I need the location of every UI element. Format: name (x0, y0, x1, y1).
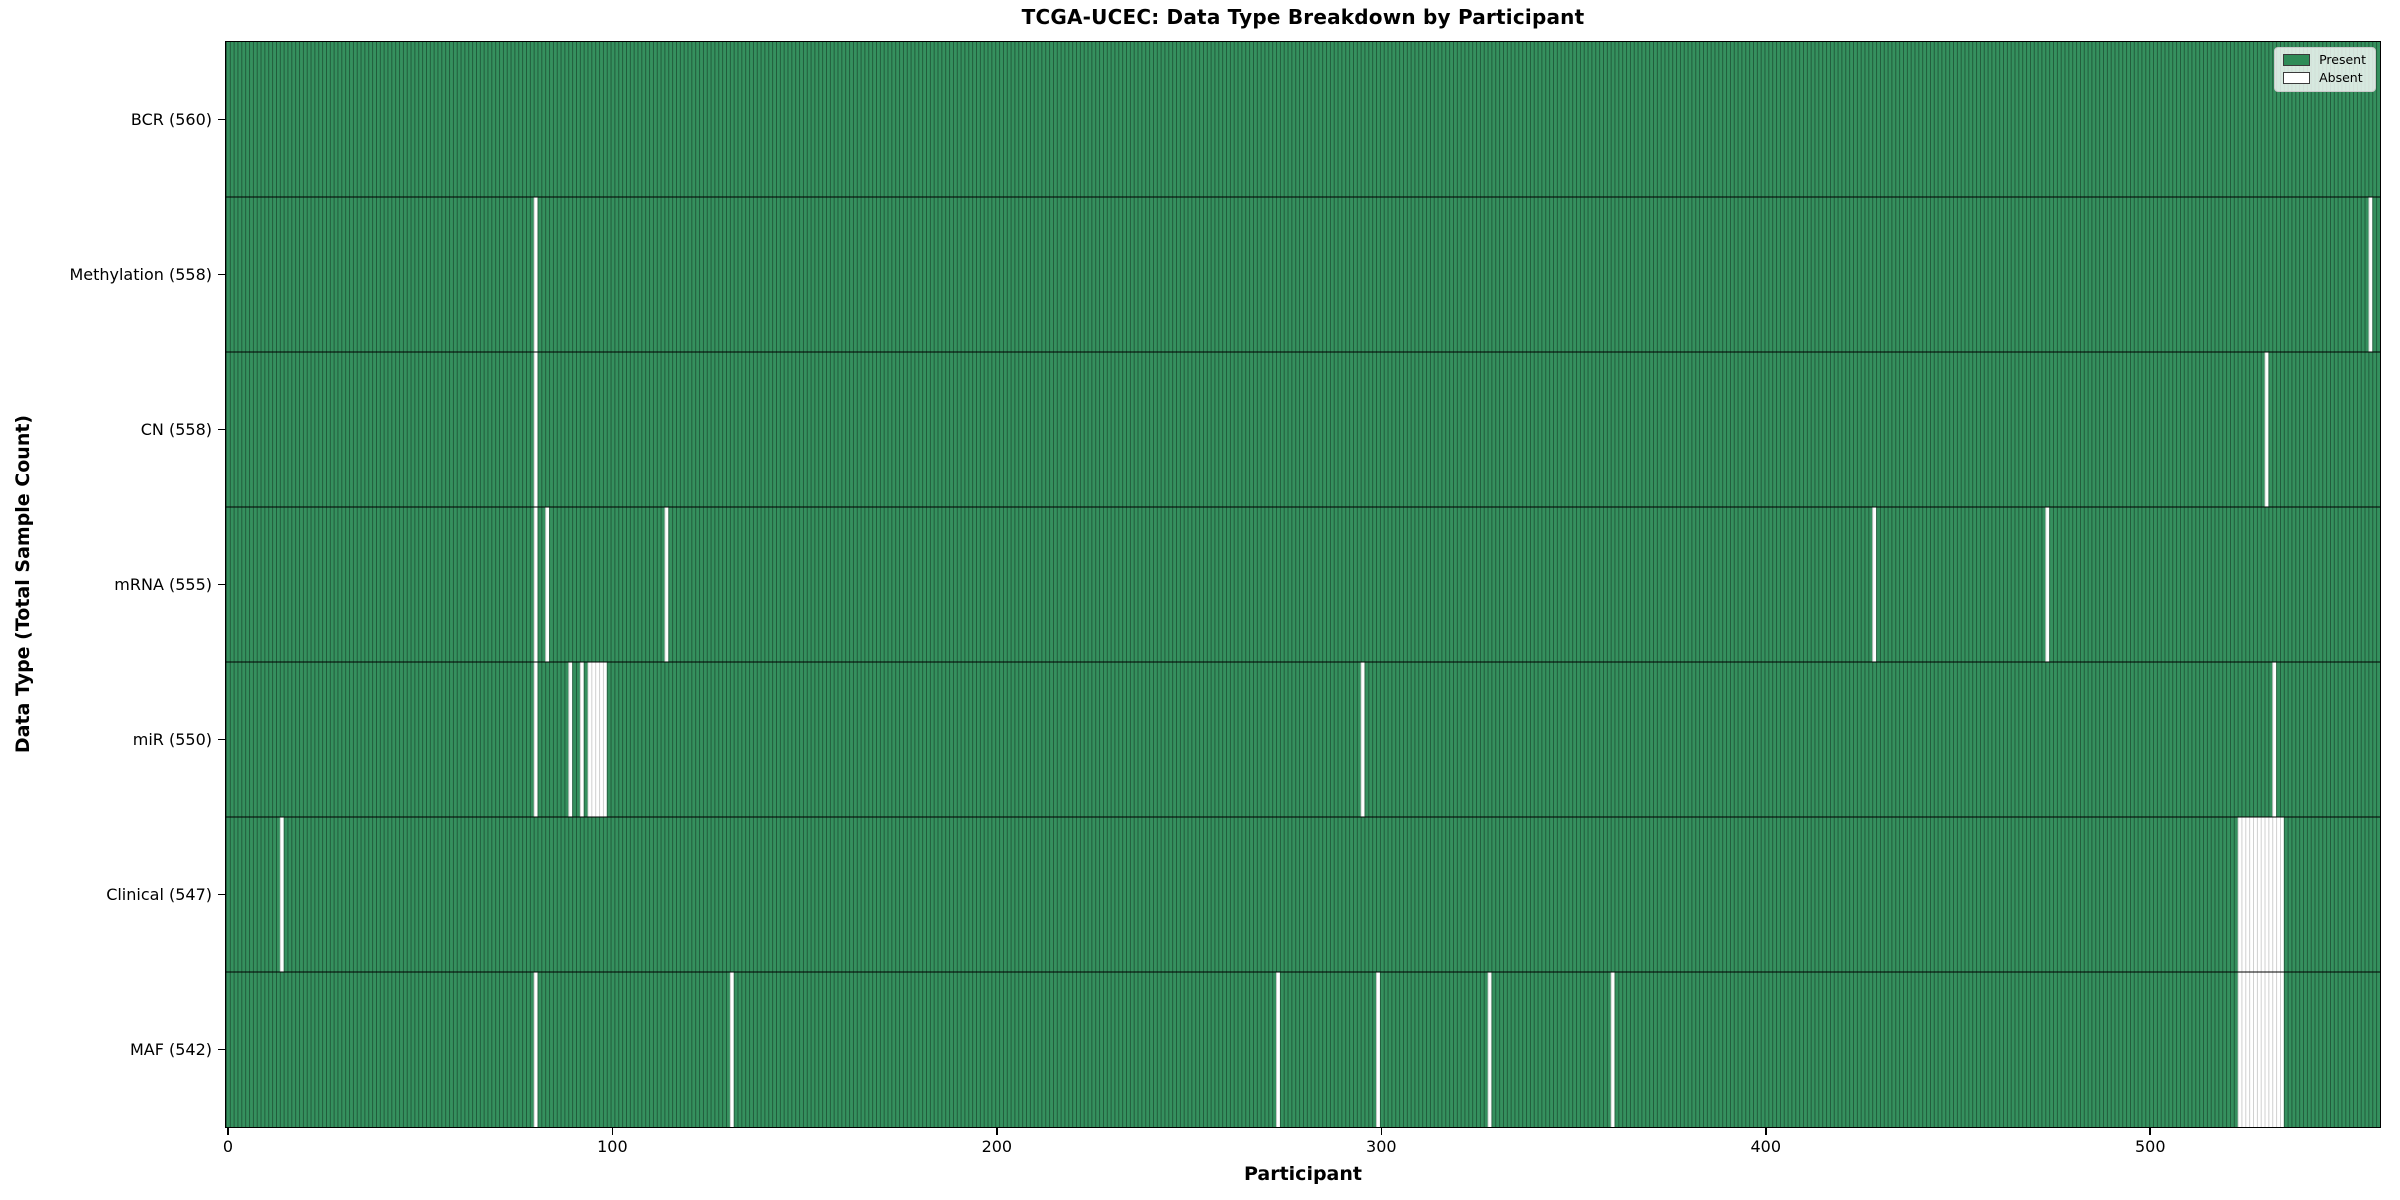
absent-gap (1610, 972, 1615, 1127)
x-axis-title: Participant (1243, 1163, 1362, 1185)
row-band-bcr (226, 42, 2380, 197)
absent-gap (533, 972, 538, 1127)
absent-gap (729, 972, 734, 1127)
absent-gap (533, 352, 538, 507)
absent-gap (579, 662, 584, 817)
x-tick-label: 300 (1366, 1137, 1397, 1156)
legend: Present Absent (2274, 47, 2376, 92)
x-tick-mark (1765, 1128, 1767, 1135)
absent-gap (533, 662, 538, 817)
absent-gap (533, 197, 538, 352)
y-tick-mark (218, 273, 225, 276)
plot-area: Present Absent (225, 41, 2381, 1128)
absent-gap (568, 662, 573, 817)
x-tick-mark (611, 1128, 614, 1135)
present-swatch (2283, 54, 2311, 66)
absent-gap (2237, 817, 2284, 972)
absent-gap (1376, 972, 1380, 1127)
legend-entry-present: Present (2283, 53, 2366, 67)
y-tick-mark (218, 738, 225, 741)
y-tick-label-clinical: Clinical (547) (106, 884, 212, 904)
absent-gap (545, 507, 550, 662)
absent-gap (1487, 972, 1492, 1127)
y-tick-mark (218, 893, 225, 896)
absent-gap (2045, 507, 2050, 662)
y-tick-mark (218, 428, 225, 431)
row-band-clinical (226, 817, 2380, 972)
x-tick-label: 100 (597, 1137, 628, 1156)
absent-swatch (2283, 72, 2311, 84)
row-band-mrna (226, 507, 2380, 662)
y-tick-label-cn: CN (558) (140, 419, 212, 439)
row-band-methylation (226, 197, 2380, 352)
legend-label-absent: Absent (2319, 70, 2363, 85)
absent-gap (533, 507, 538, 662)
row-band-maf (226, 972, 2380, 1127)
legend-entry-absent: Absent (2283, 71, 2366, 85)
x-tick-mark (996, 1128, 998, 1135)
absent-gap (1872, 507, 1877, 662)
y-tick-label-maf: MAF (542) (129, 1039, 212, 1059)
y-tick-label-bcr: BCR (560) (130, 109, 212, 129)
absent-gap (2272, 662, 2277, 817)
absent-gap (1276, 972, 1280, 1127)
y-tick-mark (218, 1048, 225, 1051)
absent-gap (2368, 197, 2373, 352)
row-band-mir (226, 662, 2380, 817)
absent-gap (2237, 972, 2284, 1127)
x-tick-mark (1380, 1128, 1383, 1135)
absent-gap (664, 507, 669, 662)
absent-gap (279, 817, 284, 972)
x-tick-label: 200 (981, 1137, 1013, 1156)
x-tick-label: 0 (222, 1137, 234, 1156)
y-tick-label-mrna: mRNA (555) (114, 574, 212, 594)
x-tick-mark (227, 1128, 229, 1135)
absent-gap (2264, 352, 2269, 507)
presence-matrix (226, 42, 2380, 1127)
legend-label-present: Present (2319, 52, 2366, 67)
x-tick-mark (2149, 1128, 2151, 1135)
chart-title: TCGA-UCEC: Data Type Breakdown by Partic… (1021, 5, 1585, 29)
x-tick-label: 400 (1750, 1137, 1782, 1156)
y-tick-mark (218, 118, 225, 121)
y-tick-mark (218, 583, 225, 586)
y-tick-label-mir: miR (550) (132, 729, 212, 749)
row-band-cn (226, 352, 2380, 507)
absent-gap (1360, 662, 1365, 817)
x-tick-label: 500 (2134, 1137, 2166, 1156)
absent-gap (587, 662, 607, 817)
y-tick-label-methylation: Methylation (558) (69, 264, 212, 284)
